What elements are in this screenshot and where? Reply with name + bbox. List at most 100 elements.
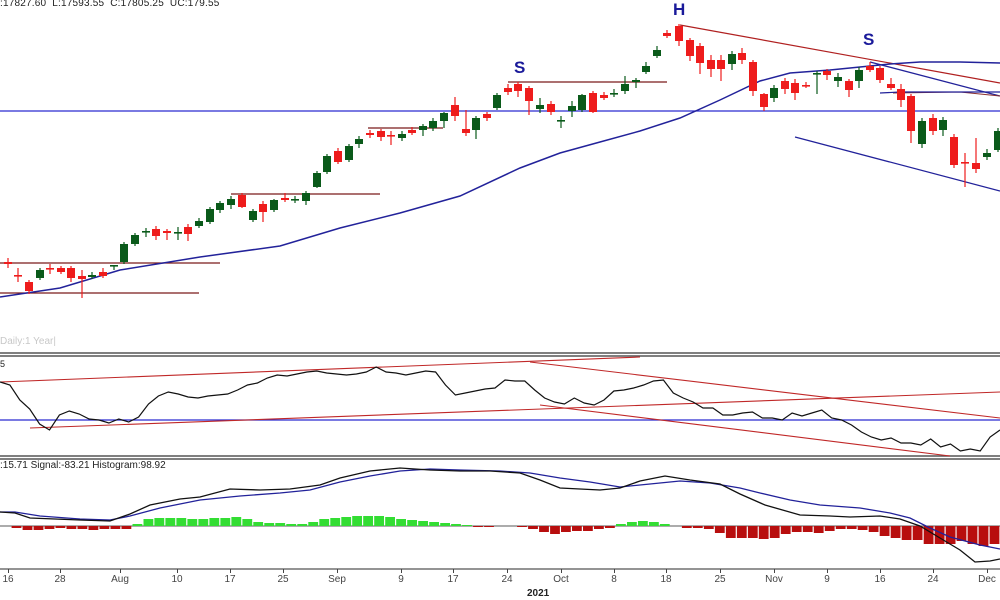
histogram-bar <box>934 526 945 544</box>
histogram-bar <box>341 517 352 526</box>
candle <box>163 229 171 240</box>
histogram-bar <box>275 523 286 526</box>
histogram-bar <box>945 526 956 544</box>
macd-readout: :15.71 Signal:-83.21 Histogram:98.92 <box>0 460 166 471</box>
x-tick-mark <box>120 569 121 573</box>
candle <box>345 144 353 162</box>
histogram-bar <box>791 526 802 532</box>
x-tick-mark <box>337 569 338 573</box>
histogram-bar <box>857 526 868 530</box>
candle <box>36 268 44 280</box>
panel-borders <box>0 352 1000 570</box>
histogram-bar <box>165 518 176 526</box>
histogram-bar <box>22 526 33 530</box>
candle <box>78 270 86 298</box>
x-tick-mark <box>987 569 988 573</box>
candle <box>823 69 831 80</box>
candle <box>462 110 470 136</box>
histogram-bar <box>550 526 560 534</box>
histogram-bar <box>692 526 703 528</box>
histogram-bar <box>912 526 923 540</box>
candle <box>366 130 374 138</box>
histogram-bar <box>758 526 769 539</box>
moving-average-line <box>0 61 1000 298</box>
x-tick-label: 9 <box>398 574 404 585</box>
pattern-label-left-shoulder: S <box>514 58 526 77</box>
histogram-bar <box>780 526 791 534</box>
price-overlays <box>0 24 1000 298</box>
histogram-bar <box>231 517 242 526</box>
candle <box>589 91 597 113</box>
x-tick-mark <box>774 569 775 573</box>
candle <box>184 224 192 241</box>
candle <box>323 154 331 174</box>
histogram-bar <box>242 519 253 526</box>
x-tick-mark <box>230 569 231 573</box>
x-tick-mark <box>177 569 178 573</box>
candle <box>802 82 810 88</box>
macd-signal-line <box>0 468 1000 550</box>
histogram-bar <box>714 526 725 533</box>
candle <box>67 266 75 282</box>
candle <box>845 79 853 97</box>
candle <box>313 171 321 188</box>
candle <box>195 218 203 228</box>
candle <box>675 24 683 46</box>
x-tick-mark <box>614 569 615 573</box>
x-axis-year: 2021 <box>527 588 550 599</box>
candle <box>781 78 789 94</box>
x-tick-label: 24 <box>927 574 939 585</box>
candle <box>907 94 915 143</box>
candle <box>621 76 629 94</box>
candle <box>897 84 905 107</box>
histogram-bar <box>330 518 341 526</box>
candle <box>110 265 118 270</box>
histogram-bar <box>627 522 637 526</box>
candle <box>855 67 863 88</box>
histogram-bar <box>561 526 571 532</box>
candle <box>536 98 544 113</box>
histogram-bar <box>649 522 659 526</box>
candle <box>568 101 576 117</box>
candle <box>950 134 958 168</box>
candle <box>632 78 640 88</box>
candle <box>557 116 565 128</box>
histogram-bar <box>813 526 824 533</box>
candle <box>686 38 694 61</box>
histogram-bar <box>88 526 99 530</box>
x-tick-label: 8 <box>611 574 617 585</box>
candle <box>429 118 437 131</box>
candle <box>525 86 533 115</box>
candle <box>972 138 980 173</box>
x-tick-mark <box>507 569 508 573</box>
candle <box>547 101 555 115</box>
candle <box>929 114 937 135</box>
x-tick-mark <box>827 569 828 573</box>
histogram-bar <box>253 522 264 526</box>
candle <box>994 128 1000 152</box>
candle <box>398 131 406 141</box>
x-tick-mark <box>283 569 284 573</box>
candle <box>493 93 501 110</box>
histogram-bar <box>824 526 835 531</box>
candle <box>717 55 725 81</box>
rsi-label: 5 <box>0 359 6 369</box>
candle <box>707 55 715 77</box>
histogram-bar <box>616 524 626 526</box>
histogram-bar <box>747 526 758 538</box>
candle <box>46 264 54 274</box>
histogram-bar <box>121 526 132 529</box>
candle <box>918 118 926 148</box>
histogram-bar <box>374 516 384 526</box>
histogram-bar <box>539 526 549 532</box>
head-trendline <box>679 24 1000 84</box>
pattern-label-right-shoulder: S <box>863 30 875 49</box>
histogram-bar <box>681 526 692 528</box>
histogram-bar <box>473 526 483 527</box>
histogram-bar <box>429 522 439 526</box>
histogram-bar <box>77 526 88 529</box>
candle <box>302 191 310 205</box>
x-tick-label: 16 <box>874 574 886 585</box>
x-tick-mark <box>561 569 562 573</box>
candle <box>642 62 650 74</box>
